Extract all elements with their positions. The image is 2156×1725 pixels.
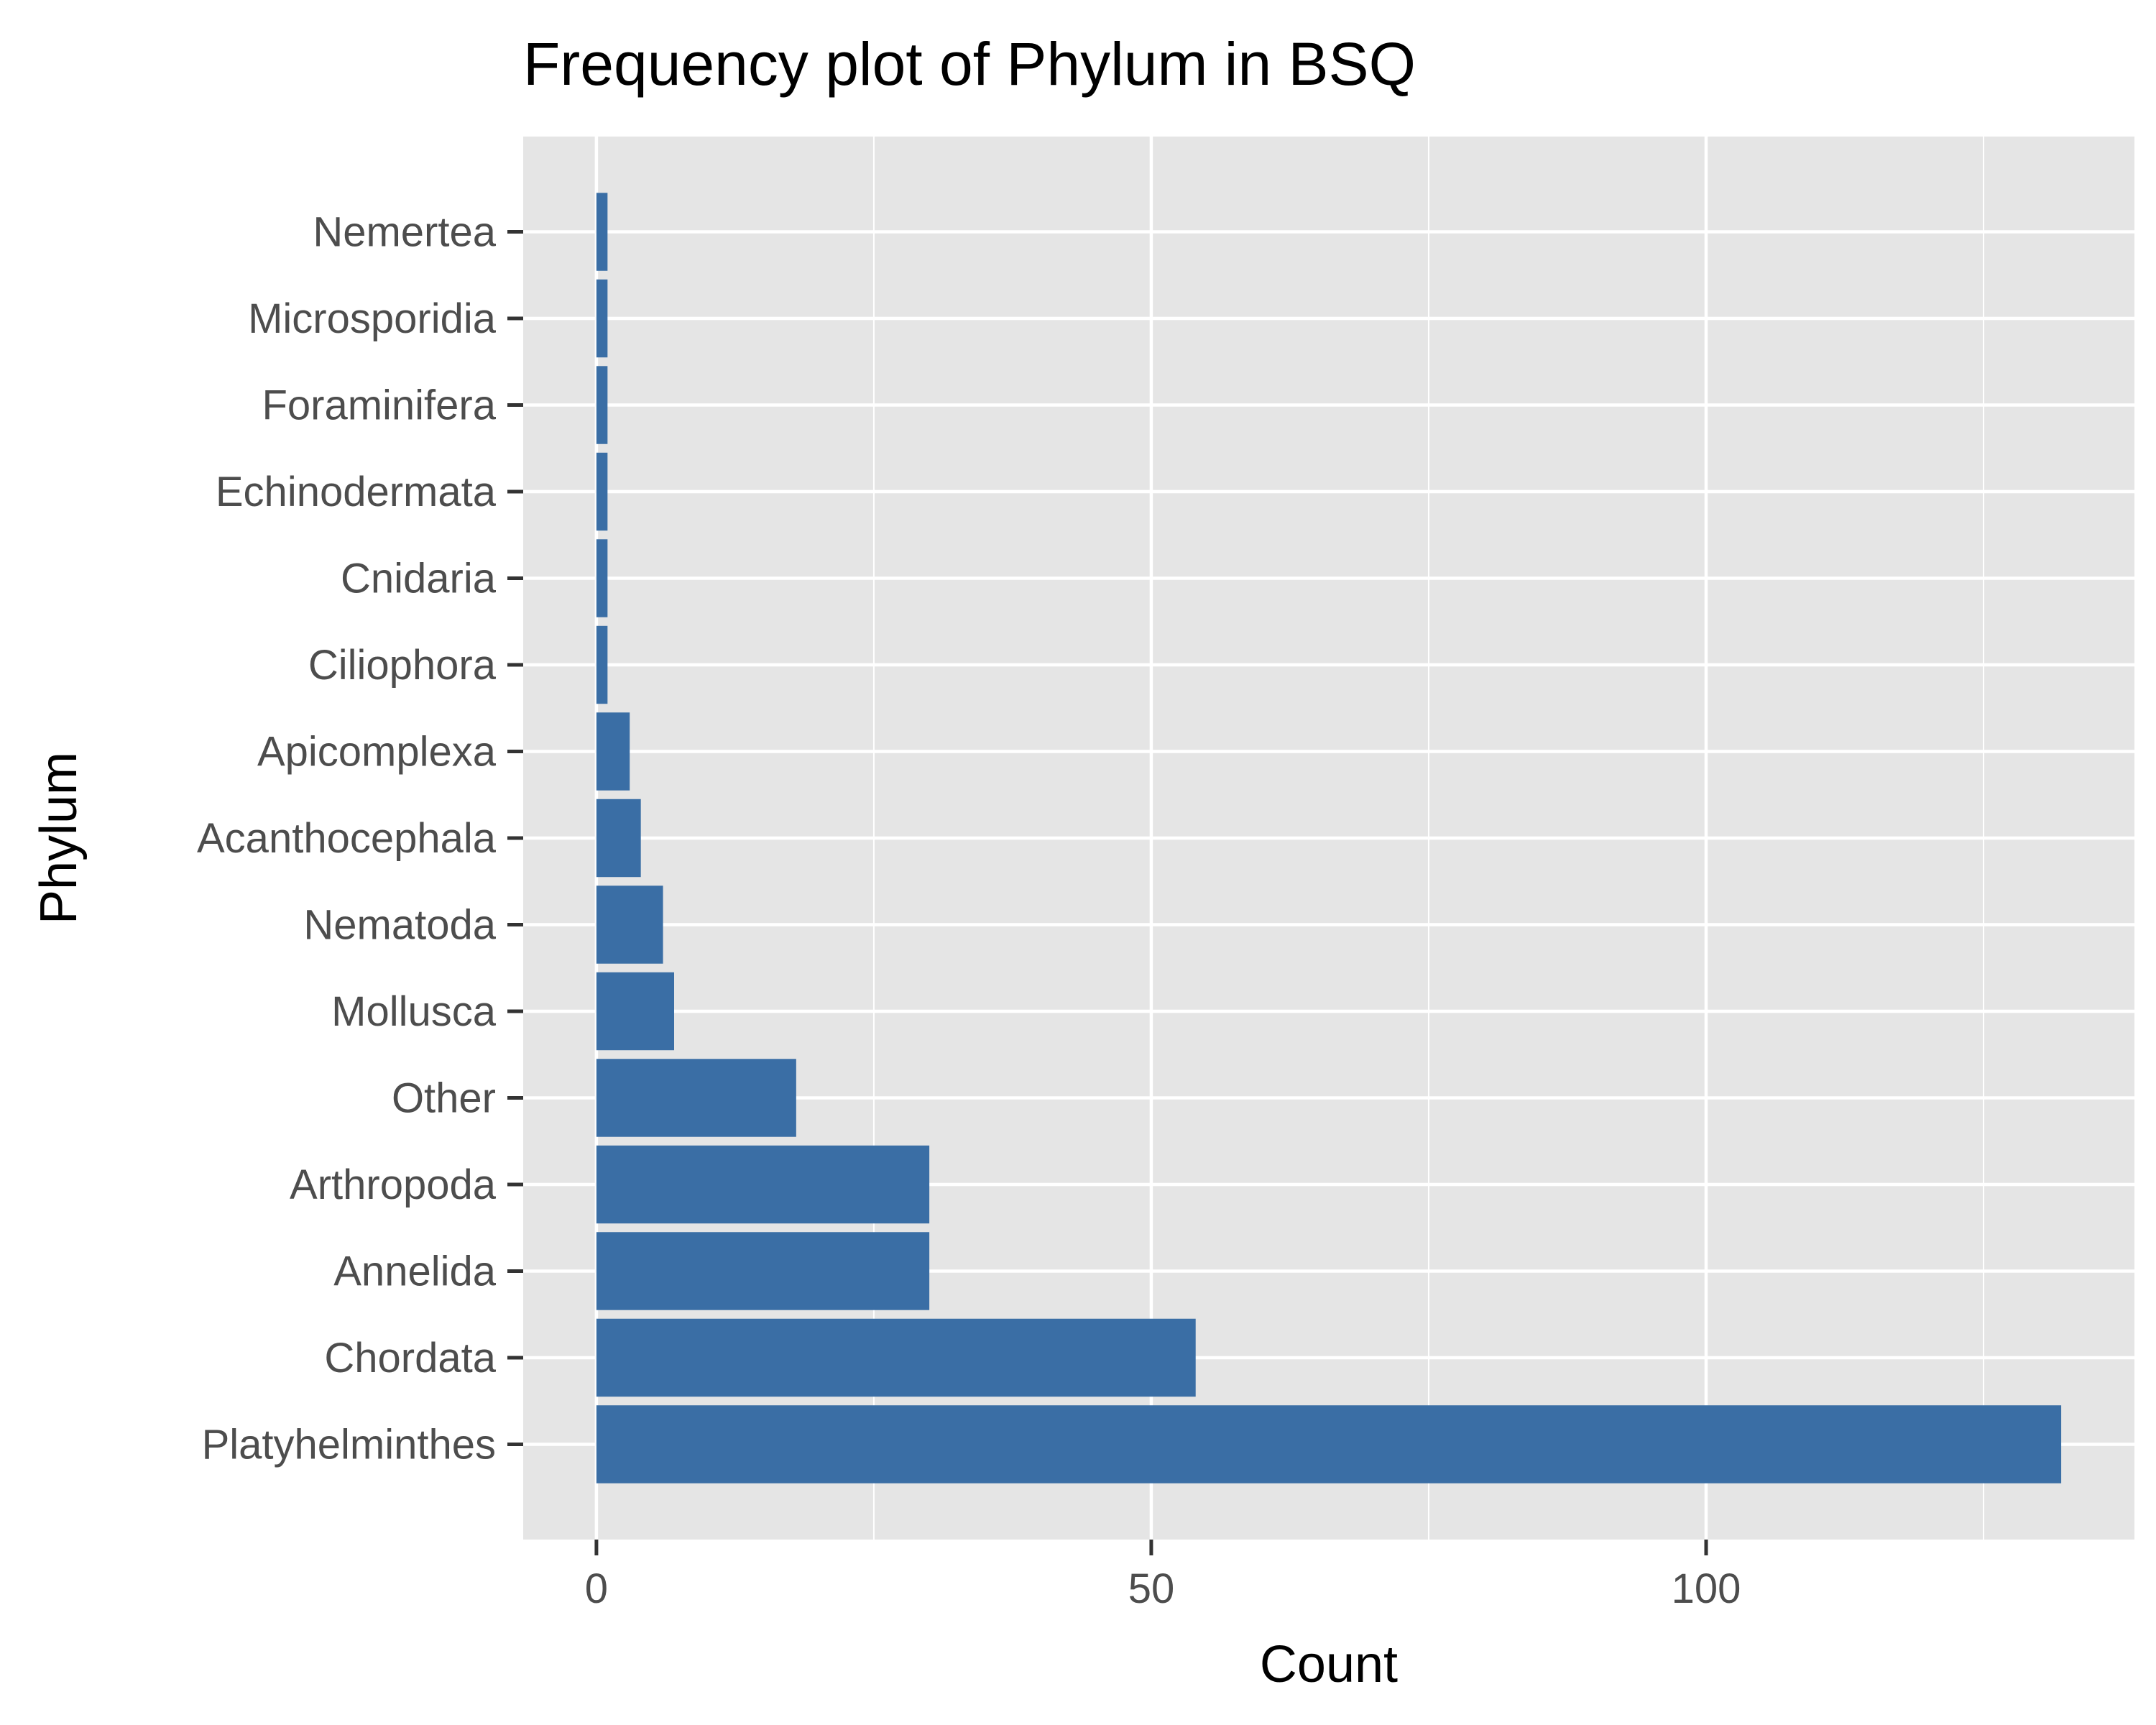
bar-microsporidia	[596, 279, 608, 358]
y-tick-label: Microsporidia	[248, 295, 497, 342]
x-axis: 0 50 100	[585, 1540, 1741, 1612]
bar-nemertea	[596, 193, 608, 271]
x-tick-label: 100	[1672, 1565, 1741, 1612]
y-tick-label: Platyhelminthes	[202, 1421, 496, 1468]
bar-apicomplexa	[596, 712, 630, 791]
bar-nematoda	[596, 886, 663, 964]
y-axis-title: Phylum	[30, 752, 88, 924]
y-tick-label: Acanthocephala	[197, 815, 497, 862]
bar-arthropoda	[596, 1145, 930, 1224]
y-tick-label: Echinodermata	[216, 469, 497, 515]
y-tick-label: Foraminifera	[262, 382, 496, 429]
bars	[596, 193, 2062, 1484]
y-tick-label: Nemertea	[313, 209, 496, 256]
bar-platyhelminthes	[596, 1405, 2062, 1484]
y-tick-label: Cnidaria	[341, 556, 497, 602]
y-tick-label: Chordata	[324, 1335, 496, 1381]
y-tick-label: Annelida	[333, 1248, 496, 1294]
bar-mollusca	[596, 972, 674, 1051]
x-tick-label: 0	[585, 1565, 608, 1612]
y-tick-label: Arthropoda	[290, 1162, 497, 1208]
bar-other	[596, 1059, 796, 1137]
x-axis-title: Count	[1260, 1636, 1398, 1693]
x-tick-label: 50	[1128, 1565, 1175, 1612]
y-tick-label: Mollusca	[331, 988, 497, 1035]
y-tick-label: Ciliophora	[308, 642, 497, 689]
y-axis: Platyhelminthes Chordata Annelida Arthropod…	[197, 209, 523, 1468]
bar-annelida	[596, 1232, 930, 1310]
y-tick-label: Other	[392, 1075, 496, 1121]
y-tick-label: Nematoda	[303, 901, 496, 948]
bar-chordata	[596, 1318, 1196, 1397]
bar-acanthocephala	[596, 799, 641, 878]
chart-title: Frequency plot of Phylum in BSQ	[523, 30, 1416, 98]
bar-cnidaria	[596, 539, 608, 617]
y-tick-label: Apicomplexa	[257, 729, 497, 776]
bar-ciliophora	[596, 625, 608, 704]
bar-echinodermata	[596, 452, 608, 531]
bar-foraminifera	[596, 366, 608, 444]
